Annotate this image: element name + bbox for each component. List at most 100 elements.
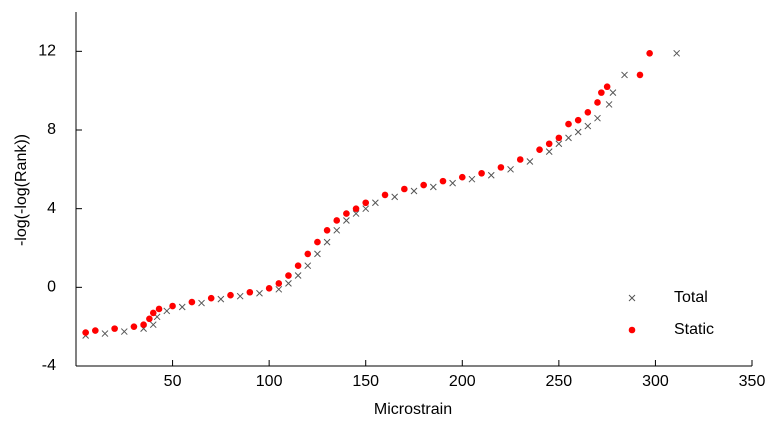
point bbox=[565, 134, 572, 142]
x-tick-label: 250 bbox=[546, 373, 573, 390]
point bbox=[605, 101, 613, 108]
legend-marker bbox=[628, 294, 636, 302]
point bbox=[198, 299, 205, 307]
point bbox=[275, 280, 283, 287]
legend-label: Static bbox=[674, 321, 714, 338]
point bbox=[598, 89, 605, 96]
point bbox=[275, 285, 283, 293]
point bbox=[574, 128, 582, 136]
point bbox=[609, 89, 617, 96]
point bbox=[516, 156, 524, 163]
y-tick-label: 12 bbox=[38, 43, 56, 60]
y-axis-label: -log(-log(Rank)) bbox=[13, 134, 30, 246]
point bbox=[594, 99, 601, 106]
point bbox=[146, 315, 153, 323]
point bbox=[584, 122, 592, 130]
point bbox=[362, 205, 370, 213]
y-tick-label: -4 bbox=[42, 357, 56, 374]
point bbox=[497, 164, 505, 171]
point bbox=[545, 148, 553, 155]
point bbox=[536, 146, 543, 153]
point bbox=[391, 193, 399, 201]
x-axis-label: Microstrain bbox=[374, 401, 452, 418]
point bbox=[526, 158, 534, 165]
x-tick-label: 150 bbox=[352, 373, 379, 390]
point bbox=[429, 183, 437, 191]
point bbox=[323, 227, 331, 234]
point bbox=[565, 120, 572, 128]
point bbox=[603, 83, 611, 91]
point bbox=[420, 181, 427, 189]
y-tick-label: 8 bbox=[47, 121, 56, 138]
point bbox=[236, 292, 244, 300]
point bbox=[673, 49, 681, 57]
point bbox=[594, 114, 601, 122]
point bbox=[188, 298, 196, 306]
point bbox=[246, 288, 254, 296]
point bbox=[555, 140, 563, 148]
point bbox=[304, 262, 312, 270]
point bbox=[507, 165, 514, 173]
point bbox=[207, 294, 215, 302]
point bbox=[314, 238, 321, 246]
point bbox=[285, 272, 292, 279]
point bbox=[155, 305, 163, 313]
point bbox=[169, 302, 176, 310]
point bbox=[555, 134, 563, 142]
point bbox=[343, 217, 350, 224]
point bbox=[178, 303, 186, 311]
point bbox=[584, 109, 592, 116]
x-tick-label: 350 bbox=[739, 373, 766, 390]
point bbox=[217, 295, 225, 303]
point bbox=[323, 238, 331, 246]
point bbox=[333, 226, 341, 234]
point bbox=[285, 280, 292, 287]
point bbox=[163, 307, 171, 315]
point bbox=[149, 321, 157, 329]
point bbox=[140, 321, 147, 329]
point bbox=[149, 309, 157, 317]
point bbox=[343, 210, 350, 217]
legend-label: Total bbox=[674, 289, 708, 306]
point bbox=[92, 327, 99, 334]
point bbox=[372, 199, 379, 207]
point bbox=[314, 250, 321, 258]
point bbox=[294, 262, 302, 270]
point bbox=[265, 285, 273, 292]
point bbox=[101, 330, 109, 337]
x-tick-label: 50 bbox=[164, 373, 182, 390]
point bbox=[439, 177, 447, 185]
point bbox=[545, 140, 553, 148]
point bbox=[487, 171, 495, 179]
point bbox=[621, 71, 628, 79]
point bbox=[82, 329, 89, 336]
point bbox=[646, 50, 653, 57]
point bbox=[401, 185, 408, 193]
point bbox=[352, 210, 360, 217]
point bbox=[362, 199, 370, 207]
point bbox=[294, 272, 302, 279]
x-tick-label: 100 bbox=[256, 373, 283, 390]
point bbox=[574, 116, 582, 124]
point bbox=[227, 291, 234, 299]
point bbox=[636, 71, 644, 79]
x-tick-label: 300 bbox=[642, 373, 669, 390]
y-tick-label: 0 bbox=[47, 279, 56, 296]
x-tick-label: 200 bbox=[449, 373, 476, 390]
point bbox=[468, 175, 476, 183]
point bbox=[410, 187, 418, 195]
point bbox=[111, 325, 118, 332]
point bbox=[333, 217, 341, 224]
legend-marker bbox=[628, 326, 636, 334]
point bbox=[478, 169, 485, 177]
point bbox=[381, 191, 389, 199]
point bbox=[120, 328, 128, 335]
point bbox=[458, 173, 466, 181]
point bbox=[130, 323, 138, 330]
y-tick-label: 4 bbox=[47, 200, 56, 217]
point bbox=[304, 250, 312, 258]
point bbox=[449, 179, 456, 187]
point bbox=[352, 205, 360, 212]
point bbox=[256, 289, 263, 297]
